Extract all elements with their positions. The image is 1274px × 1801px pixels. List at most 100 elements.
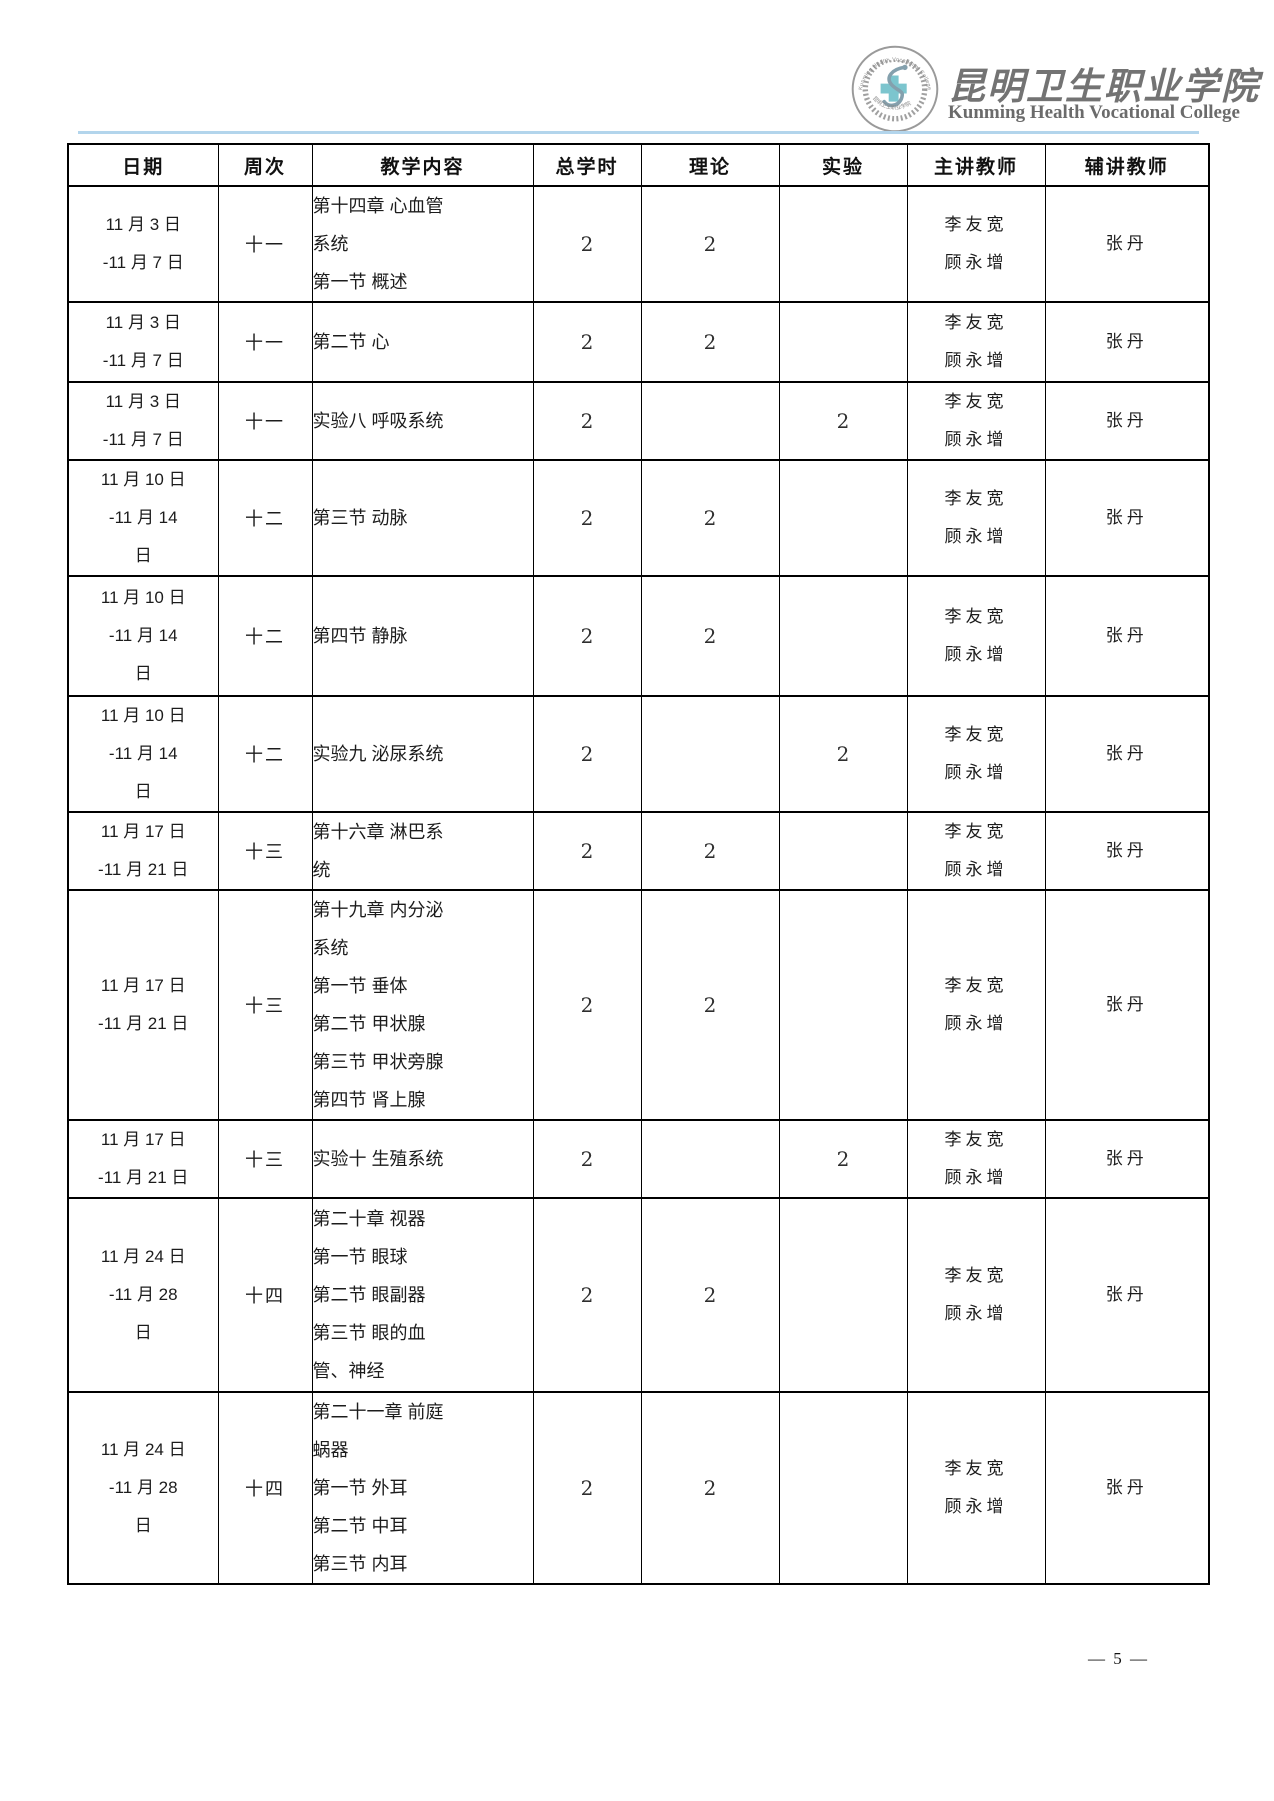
cell-theory [640, 695, 780, 813]
cell-experiment: 2 [778, 381, 908, 461]
cell-total-hours: 2 [532, 459, 642, 577]
cell-experiment [778, 459, 908, 577]
college-name-en: Kunming Health Vocational College [948, 102, 1240, 123]
cell-date: 11 月 24 日 -11 月 28 日 [67, 1391, 219, 1585]
cell-total-hours: 2 [532, 811, 642, 891]
cell-date: 11 月 10 日 -11 月 14 日 [67, 695, 219, 813]
cell-content: 实验九 泌尿系统 [311, 695, 534, 813]
cell-experiment: 2 [778, 1119, 908, 1199]
cell-content: 第二节 心 [311, 301, 534, 383]
schedule-row: 11 月 3 日 -11 月 7 日十一 第二节 心 2 2 李友宽 顾永增 张丹 [67, 301, 1210, 383]
cell-assistant-teacher: 张丹 [1044, 459, 1210, 577]
schedule-table-body: 11 月 3 日 -11 月 7 日十一 第十四章 心血管 系统 第一节 概述 2 2 李友宽… [67, 185, 1210, 1585]
cell-content: 第十六章 淋巴系统 [311, 811, 534, 891]
cell-week: 十四 [217, 1197, 313, 1393]
schedule-row: 11 月 17 日 -11 月 21 日十三 第十九章 内分泌 系统 第一节 垂体 第二节… [67, 889, 1210, 1121]
col-main-teacher: 主讲教师 [906, 143, 1046, 187]
col-week: 周次 [217, 143, 313, 187]
col-content: 教学内容 [311, 143, 534, 187]
cell-assistant-teacher: 张丹 [1044, 889, 1210, 1121]
cell-content: 第十四章 心血管 系统 第一节 概述 [311, 185, 534, 303]
cell-experiment [778, 301, 908, 383]
cell-theory: 2 [640, 811, 780, 891]
cell-content: 第十九章 内分泌 系统 第一节 垂体 第二节 甲状腺 第三节 甲状旁腺 第四节 肾上腺 [311, 889, 534, 1121]
cell-week: 十一 [217, 301, 313, 383]
cell-assistant-teacher: 张丹 [1044, 185, 1210, 303]
cell-week: 十三 [217, 811, 313, 891]
cell-theory: 2 [640, 889, 780, 1121]
cell-theory: 2 [640, 1197, 780, 1393]
cell-date: 11 月 17 日 -11 月 21 日 [67, 811, 219, 891]
schedule-table: 日期 周次 教学内容 总学时 理论 实验 主讲教师 辅讲教师 11 月 3 日 -11 月 7 … [67, 143, 1210, 1585]
schedule-row: 11 月 17 日 -11 月 21 日十三 实验十 生殖系统 2 2 李友宽 顾永增 张丹 [67, 1119, 1210, 1199]
cell-main-teacher: 李友宽 顾永增 [906, 575, 1046, 697]
cell-date: 11 月 3 日 -11 月 7 日 [67, 381, 219, 461]
col-date: 日期 [67, 143, 219, 187]
cell-experiment [778, 811, 908, 891]
cell-theory: 2 [640, 575, 780, 697]
cell-week: 十二 [217, 695, 313, 813]
cell-date: 11 月 17 日 -11 月 21 日 [67, 1119, 219, 1199]
cell-content: 第二十章 视器 第一节 眼球 第二节 眼副器 第三节 眼的血 管、神经 [311, 1197, 534, 1393]
cell-main-teacher: 李友宽 顾永增 [906, 889, 1046, 1121]
cell-content: 第三节 动脉 [311, 459, 534, 577]
header-divider [78, 131, 1199, 134]
cell-assistant-teacher: 张丹 [1044, 381, 1210, 461]
cell-assistant-teacher: 张丹 [1044, 1391, 1210, 1585]
cell-week: 十四 [217, 1391, 313, 1585]
header-row: 日期 周次 教学内容 总学时 理论 实验 主讲教师 辅讲教师 [67, 143, 1210, 187]
cell-total-hours: 2 [532, 1391, 642, 1585]
cell-total-hours: 2 [532, 575, 642, 697]
cell-experiment: 2 [778, 695, 908, 813]
cell-date: 11 月 10 日 -11 月 14 日 [67, 459, 219, 577]
cell-week: 十一 [217, 185, 313, 303]
cell-total-hours: 2 [532, 1197, 642, 1393]
cell-experiment [778, 185, 908, 303]
college-seal-icon: Kunming Health Vocational College 昆明卫生职业… [851, 45, 939, 133]
schedule-row: 11 月 17 日 -11 月 21 日十三 第十六章 淋巴系统 2 2 李友宽 顾永增 张丹 [67, 811, 1210, 891]
cell-total-hours: 2 [532, 889, 642, 1121]
schedule-row: 11 月 3 日 -11 月 7 日十一 第十四章 心血管 系统 第一节 概述 2 2 李友宽… [67, 185, 1210, 303]
schedule-row: 11 月 10 日 -11 月 14 日十二 实验九 泌尿系统 2 2 李友宽 顾永增 张丹 [67, 695, 1210, 813]
schedule-row: 11 月 24 日 -11 月 28 日十四 第二十一章 前庭 蜗器 第一节 外耳 第二节 … [67, 1391, 1210, 1585]
cell-theory: 2 [640, 1391, 780, 1585]
cell-experiment [778, 889, 908, 1121]
cell-assistant-teacher: 张丹 [1044, 1119, 1210, 1199]
page-number: — 5 — [1088, 1649, 1149, 1668]
cell-theory [640, 381, 780, 461]
schedule-row: 11 月 3 日 -11 月 7 日十一 实验八 呼吸系统 2 2 李友宽 顾永增 张丹 [67, 381, 1210, 461]
cell-content: 实验十 生殖系统 [311, 1119, 534, 1199]
cell-date: 11 月 3 日 -11 月 7 日 [67, 301, 219, 383]
cell-main-teacher: 李友宽 顾永增 [906, 185, 1046, 303]
cell-theory: 2 [640, 459, 780, 577]
cell-assistant-teacher: 张丹 [1044, 301, 1210, 383]
cell-content: 实验八 呼吸系统 [311, 381, 534, 461]
cell-experiment [778, 1391, 908, 1585]
cell-main-teacher: 李友宽 顾永增 [906, 1119, 1046, 1199]
cell-theory: 2 [640, 301, 780, 383]
cell-week: 十三 [217, 889, 313, 1121]
cell-main-teacher: 李友宽 顾永增 [906, 695, 1046, 813]
cell-week: 十二 [217, 575, 313, 697]
cell-assistant-teacher: 张丹 [1044, 695, 1210, 813]
cell-total-hours: 2 [532, 1119, 642, 1199]
cell-total-hours: 2 [532, 695, 642, 813]
cell-assistant-teacher: 张丹 [1044, 1197, 1210, 1393]
cell-main-teacher: 李友宽 顾永增 [906, 381, 1046, 461]
cell-date: 11 月 3 日 -11 月 7 日 [67, 185, 219, 303]
cell-date: 11 月 24 日 -11 月 28 日 [67, 1197, 219, 1393]
cell-date: 11 月 10 日 -11 月 14 日 [67, 575, 219, 697]
cell-assistant-teacher: 张丹 [1044, 575, 1210, 697]
cell-theory [640, 1119, 780, 1199]
col-total-hours: 总学时 [532, 143, 642, 187]
cell-date: 11 月 17 日 -11 月 21 日 [67, 889, 219, 1121]
cell-main-teacher: 李友宽 顾永增 [906, 459, 1046, 577]
col-theory: 理论 [640, 143, 780, 187]
schedule-table-header: 日期 周次 教学内容 总学时 理论 实验 主讲教师 辅讲教师 [67, 143, 1210, 187]
cell-week: 十二 [217, 459, 313, 577]
cell-main-teacher: 李友宽 顾永增 [906, 811, 1046, 891]
schedule-row: 11 月 10 日 -11 月 14 日十二 第四节 静脉 2 2 李友宽 顾永增 张丹 [67, 575, 1210, 697]
col-assistant-teacher: 辅讲教师 [1044, 143, 1210, 187]
college-name-zh: 昆明卫生职业学院 [948, 67, 1260, 108]
